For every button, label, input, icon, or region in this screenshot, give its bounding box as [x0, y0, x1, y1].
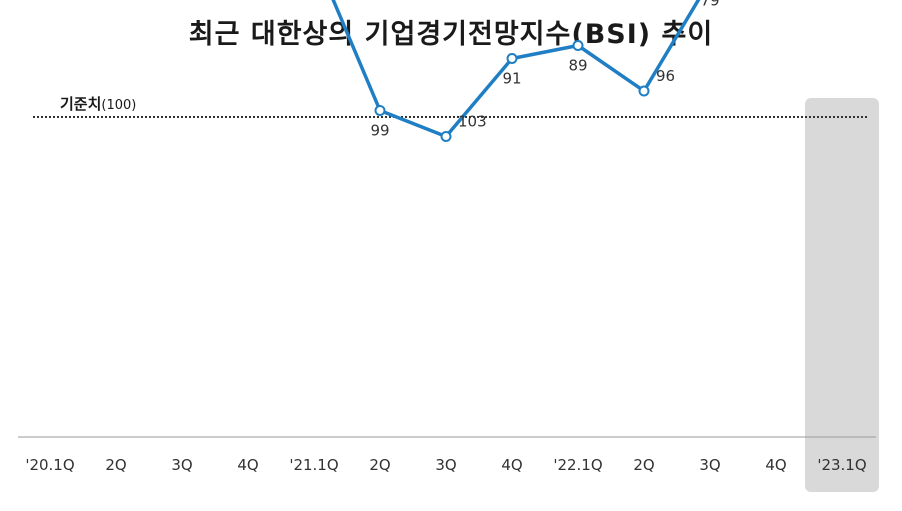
- x-tick-label: 2Q: [633, 456, 654, 474]
- chart-title: 최근 대한상의 기업경기전망지수(BSI) 추이: [188, 19, 714, 50]
- data-label: 103: [458, 113, 487, 131]
- x-tick-label: 3Q: [171, 456, 192, 474]
- x-tick-label: 3Q: [699, 456, 720, 474]
- x-tick-label: '23.1Q: [817, 456, 866, 474]
- data-point: [638, 85, 650, 97]
- data-label: 96: [656, 67, 675, 85]
- data-label: 79: [700, 0, 719, 10]
- x-tick-label: '22.1Q: [553, 456, 602, 474]
- data-label: 91: [502, 70, 521, 88]
- highlight-band: [805, 98, 879, 492]
- reference-label: 기준치(100): [60, 95, 136, 113]
- data-label: 99: [370, 122, 389, 140]
- data-point: [440, 131, 452, 142]
- reference-label-value: (100): [101, 98, 136, 113]
- x-tick-label: 2Q: [105, 456, 126, 474]
- data-point: [374, 105, 386, 116]
- x-tick-label: '20.1Q: [25, 456, 74, 474]
- x-tick-label: 3Q: [435, 456, 456, 474]
- x-tick-label: 4Q: [765, 456, 786, 474]
- reference-label-name: 기준치: [60, 95, 101, 113]
- x-tick-label: 2Q: [369, 456, 390, 474]
- x-tick-label: 4Q: [501, 456, 522, 474]
- data-point: [572, 40, 584, 51]
- x-tick-label: 4Q: [237, 456, 258, 474]
- data-point: [506, 53, 518, 64]
- data-label: 89: [568, 57, 587, 75]
- x-tick-label: '21.1Q: [289, 456, 338, 474]
